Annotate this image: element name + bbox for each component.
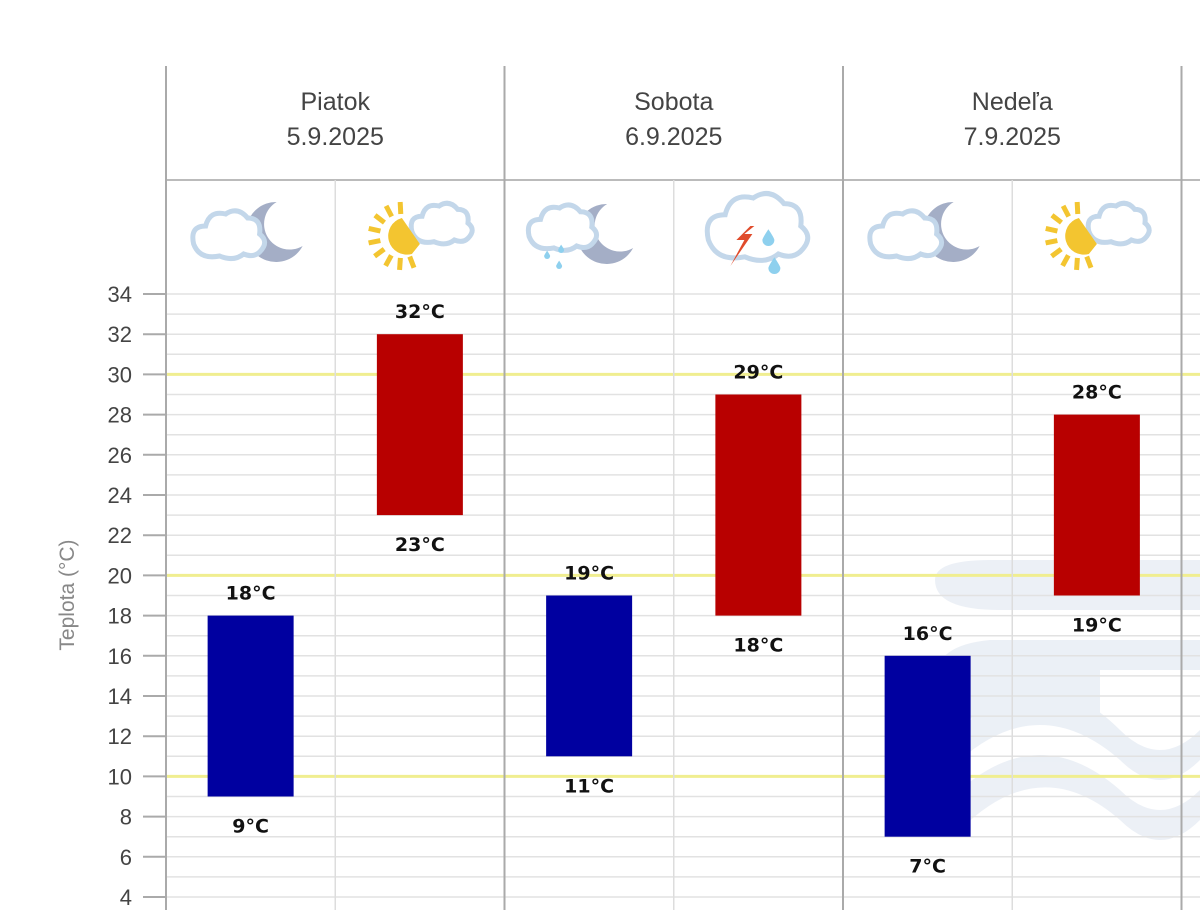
y-tick-label: 24 <box>108 483 132 508</box>
sun-cloud-icon <box>1045 200 1152 271</box>
day-max-label: 29°C <box>733 362 783 384</box>
sun-ray <box>373 213 386 225</box>
day-temperature-bar <box>715 394 802 616</box>
day-temperature-bar <box>1053 414 1140 596</box>
sun-ray <box>1060 254 1071 268</box>
y-tick-label: 20 <box>108 563 132 588</box>
day-group: Nedeľa 7.9.2025 16°C 7°C 28°C 19°C <box>884 66 1183 910</box>
day-temperature-bar <box>376 334 463 516</box>
cloud-shape <box>408 200 475 247</box>
day-group: Piatok 5.9.2025 18°C 9°C 32°C 23°C <box>207 66 506 910</box>
day-min-label: 18°C <box>733 635 783 657</box>
sun-ray <box>1074 201 1081 215</box>
sun-ray <box>373 247 386 259</box>
night-temperature-bar <box>884 655 971 837</box>
sun-shape <box>1065 218 1097 255</box>
night-temperature-bar <box>546 595 633 757</box>
day-date: 5.9.2025 <box>287 123 384 151</box>
day-date: 6.9.2025 <box>625 123 722 151</box>
night-max-label: 19°C <box>564 563 614 585</box>
y-tick-label: 6 <box>120 845 132 870</box>
sun-ray <box>1045 238 1058 246</box>
day-max-label: 28°C <box>1072 382 1122 404</box>
day-date: 7.9.2025 <box>964 123 1061 151</box>
raindrop <box>762 229 775 246</box>
raindrop <box>768 257 781 274</box>
sun-ray <box>1084 255 1094 269</box>
y-tick-label: 28 <box>108 403 132 428</box>
sun-ray <box>1074 257 1080 271</box>
sun-ray <box>383 254 394 268</box>
night-min-label: 11°C <box>564 775 614 797</box>
lightning-shape <box>730 226 755 266</box>
watermark-logo <box>935 560 1200 840</box>
sun-cloud-icon <box>368 200 475 271</box>
sun-ray <box>1050 213 1063 225</box>
y-axis-label: Teplota (°C) <box>56 539 79 650</box>
day-name: Nedeľa <box>972 88 1053 116</box>
cloud-moon-icon <box>190 201 303 262</box>
sun-ray <box>368 225 381 234</box>
sun-shape <box>388 218 420 255</box>
raindrop <box>544 250 551 259</box>
y-tick-label: 8 <box>120 805 132 830</box>
sun-ray <box>397 201 404 215</box>
sun-ray <box>397 257 403 271</box>
y-tick-label: 14 <box>108 684 132 709</box>
raindrop <box>556 260 563 269</box>
cloud-shape <box>867 208 945 262</box>
day-name: Sobota <box>634 88 713 116</box>
cloud-shape <box>190 208 268 262</box>
night-temperature-bar <box>207 615 294 797</box>
night-min-label: 7°C <box>909 856 946 878</box>
sun-ray <box>1060 204 1071 218</box>
y-tick-label: 4 <box>120 885 132 910</box>
cloud-shape <box>525 202 600 253</box>
y-tick-label: 12 <box>108 724 132 749</box>
sun-ray <box>407 255 417 269</box>
sun-ray <box>383 204 394 218</box>
day-name: Piatok <box>301 88 371 116</box>
sun-ray <box>1045 225 1058 234</box>
y-tick-label: 22 <box>108 523 132 548</box>
sun-ray <box>368 238 381 246</box>
cloud-moon-icon <box>867 201 980 262</box>
cloud-shape <box>1085 200 1152 247</box>
day-group: Sobota 6.9.2025 19°C 11°C 29°C 18°C <box>546 66 844 910</box>
y-tick-label: 30 <box>108 362 132 387</box>
thunderstorm-rain-icon <box>704 191 811 274</box>
night-min-label: 9°C <box>232 816 269 838</box>
y-tick-label: 26 <box>108 443 132 468</box>
y-tick-label: 16 <box>108 644 132 669</box>
y-tick-label: 18 <box>108 604 132 629</box>
night-max-label: 18°C <box>226 583 276 605</box>
day-min-label: 19°C <box>1072 615 1122 637</box>
y-tick-label: 34 <box>108 282 132 307</box>
day-min-label: 23°C <box>395 534 445 556</box>
y-tick-label: 32 <box>108 322 132 347</box>
night-max-label: 16°C <box>903 623 953 645</box>
sun-ray <box>1050 247 1063 259</box>
raindrop <box>558 244 565 253</box>
y-tick-label: 10 <box>108 764 132 789</box>
day-max-label: 32°C <box>395 301 445 323</box>
cloud-shape <box>704 191 811 263</box>
cloud-moon-rain-icon <box>525 202 634 269</box>
